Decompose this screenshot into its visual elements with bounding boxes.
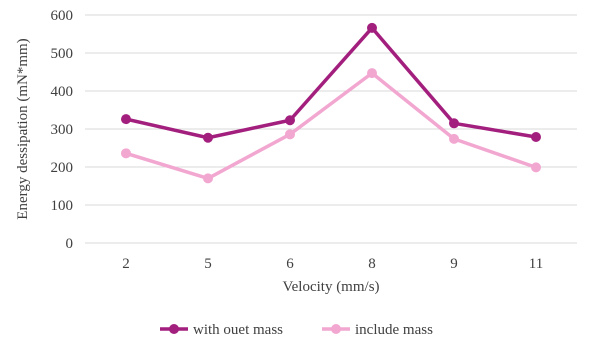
data-point-include-mass[interactable]: [203, 173, 213, 184]
series-layer: [121, 22, 541, 184]
y-tick-label: 500: [51, 46, 74, 62]
data-point-with-ouet-mass[interactable]: [285, 115, 295, 126]
x-tick-label: 2: [122, 256, 130, 272]
data-point-include-mass[interactable]: [367, 68, 377, 79]
data-point-include-mass[interactable]: [121, 148, 131, 159]
series-line-include-mass: [124, 71, 538, 181]
legend-label-include-mass: include mass: [355, 322, 433, 338]
y-tick-label: 200: [51, 160, 74, 176]
y-tick-label: 600: [51, 8, 74, 24]
data-point-include-mass[interactable]: [531, 162, 541, 173]
y-tick-label: 400: [51, 84, 74, 100]
data-point-include-mass[interactable]: [285, 129, 295, 140]
y-tick-label: 100: [51, 198, 74, 214]
gridlines: [85, 14, 577, 206]
x-tick-label: 5: [204, 256, 212, 272]
y-tick-label: 0: [66, 236, 74, 252]
x-axis-title: Velocity (mm/s): [282, 279, 379, 295]
data-point-with-ouet-mass[interactable]: [121, 114, 131, 125]
data-point-with-ouet-mass[interactable]: [367, 22, 377, 33]
legend-item-with-ouet-mass[interactable]: with ouet mass: [160, 322, 283, 338]
axes: 0 100 200 300 400 500 600 2 5 6 8 9 11: [51, 8, 577, 272]
y-tick-label: 300: [51, 122, 74, 138]
data-point-with-ouet-mass[interactable]: [203, 132, 213, 143]
x-tick-label: 6: [286, 256, 294, 272]
legend-marker-with-ouet-mass: [169, 324, 179, 334]
x-tick-label: 8: [368, 256, 376, 272]
x-tick-label: 11: [529, 256, 543, 272]
data-point-with-ouet-mass[interactable]: [531, 131, 541, 142]
legend-label-with-ouet-mass: with ouet mass: [193, 322, 283, 338]
legend-item-include-mass[interactable]: include mass: [322, 322, 433, 338]
data-point-include-mass[interactable]: [449, 133, 459, 144]
y-axis-title: Energy dessipation (mN*mm): [15, 38, 31, 219]
data-point-with-ouet-mass[interactable]: [449, 118, 459, 129]
legend-marker-include-mass: [331, 324, 341, 334]
x-tick-label: 9: [450, 256, 458, 272]
legend: with ouet mass include mass: [160, 322, 433, 338]
series-line-with-ouet-mass: [124, 26, 538, 140]
